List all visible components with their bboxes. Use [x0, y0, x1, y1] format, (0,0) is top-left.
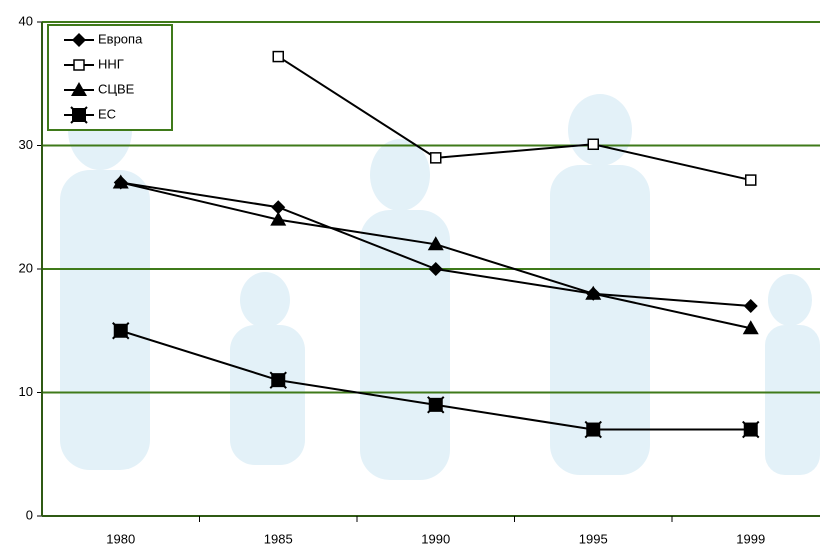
- legend-label: ННГ: [98, 56, 124, 71]
- marker: [427, 236, 444, 251]
- marker-shape: [112, 322, 130, 340]
- marker-shape: [71, 82, 87, 96]
- marker: [270, 211, 287, 226]
- marker-shape: [743, 299, 758, 314]
- marker-shape: [742, 320, 759, 335]
- y-tick-label: 20: [19, 260, 33, 275]
- series-line: [277, 55, 751, 182]
- marker-shape: [745, 174, 757, 186]
- legend: Европа ННГ СЦВЕ ЕС: [47, 24, 173, 131]
- marker: [742, 420, 760, 439]
- marker: [272, 50, 284, 63]
- marker-shape: [271, 200, 286, 215]
- marker-shape: [430, 152, 442, 164]
- marker: [742, 320, 759, 335]
- marker: [112, 174, 129, 189]
- marker-shape: [112, 174, 129, 189]
- marker: [427, 396, 445, 414]
- marker: [585, 285, 602, 300]
- marker: [745, 174, 757, 186]
- marker-shape: [272, 50, 284, 63]
- marker-shape: [72, 33, 86, 47]
- x-tick-label: 1995: [579, 531, 608, 546]
- marker: [70, 106, 88, 124]
- marker-shape: [428, 262, 443, 276]
- marker-shape: [73, 59, 85, 71]
- marker-shape: [587, 138, 599, 151]
- marker: [71, 82, 87, 96]
- marker: [743, 299, 758, 314]
- x-tick-label: 1980: [106, 531, 135, 546]
- y-tick-label: 10: [19, 384, 33, 399]
- x-tick-label: 1990: [421, 531, 450, 546]
- marker: [430, 152, 442, 164]
- y-tick-label: 0: [26, 507, 33, 522]
- marker: [269, 371, 287, 389]
- legend-box: [47, 24, 173, 131]
- marker: [112, 322, 130, 340]
- marker: [428, 262, 443, 276]
- marker-shape: [270, 211, 287, 226]
- marker: [73, 59, 85, 71]
- y-tick-label: 30: [19, 137, 33, 152]
- background-silhouettes: [60, 90, 820, 480]
- legend-label: СЦВЕ: [98, 81, 135, 96]
- marker-shape: [269, 371, 287, 389]
- marker: [72, 33, 86, 47]
- legend-label: ЕС: [98, 106, 116, 121]
- marker: [271, 200, 286, 215]
- marker: [584, 420, 602, 439]
- marker-shape: [584, 420, 602, 439]
- marker-shape: [585, 285, 602, 300]
- marker-shape: [427, 236, 444, 251]
- legend-label: Европа: [98, 31, 143, 46]
- marker-shape: [70, 106, 88, 124]
- marker-shape: [742, 420, 760, 439]
- marker-shape: [427, 396, 445, 414]
- x-tick-label: 1985: [264, 531, 293, 546]
- x-tick-label: 1999: [736, 531, 765, 546]
- marker: [587, 138, 599, 151]
- y-tick-label: 40: [19, 13, 33, 28]
